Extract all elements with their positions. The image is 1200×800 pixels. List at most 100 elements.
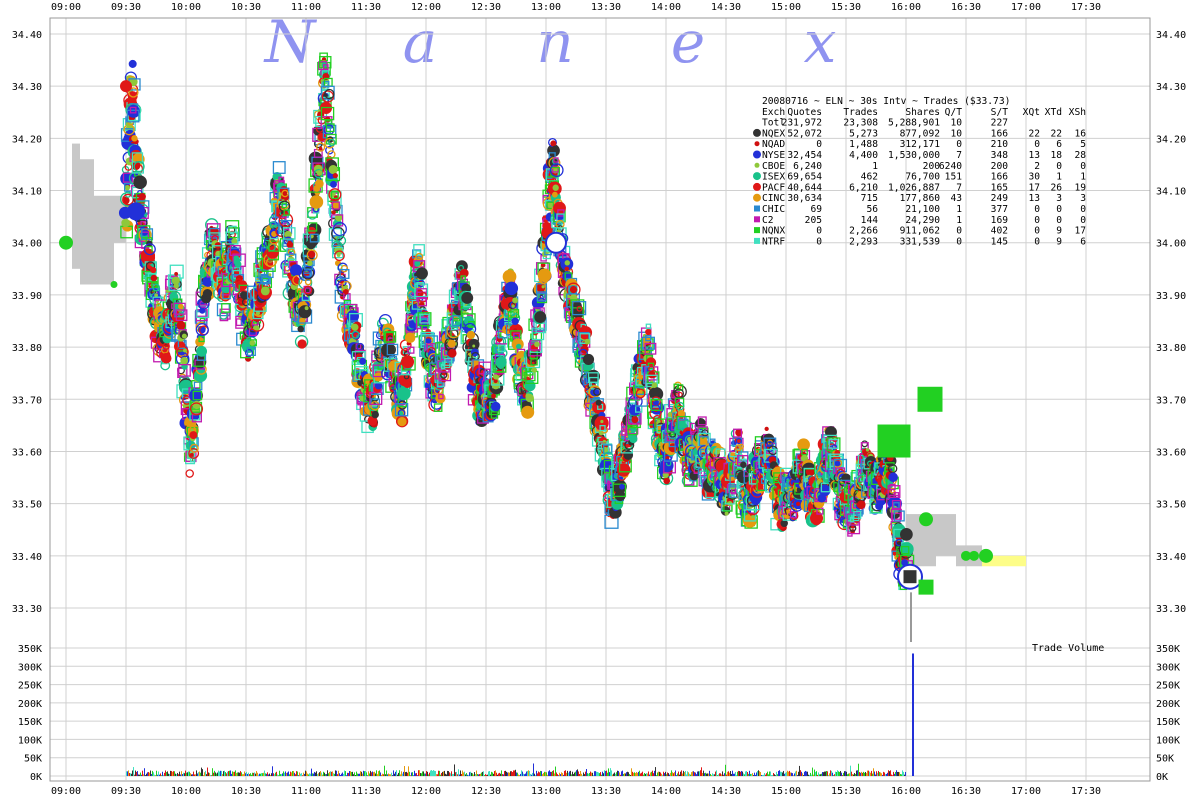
special-marker [545, 231, 567, 254]
volume-bar [393, 770, 394, 776]
volume-bar [557, 774, 558, 776]
volume-bar [505, 770, 506, 776]
volume-bar [152, 770, 153, 776]
trade-marker [169, 291, 182, 303]
volume-bar [129, 772, 130, 776]
trade-marker [304, 306, 309, 311]
trade-marker [631, 416, 639, 424]
volume-bar [324, 772, 325, 776]
volume-bar [229, 770, 230, 776]
watermark-letter: x [804, 8, 837, 76]
volume-bar [225, 772, 226, 776]
trade-marker [404, 332, 416, 344]
volume-bar [264, 770, 265, 776]
volume-bar [599, 773, 600, 776]
trade-marker [176, 320, 186, 330]
volume-bar [649, 774, 650, 776]
volume-bar [138, 774, 139, 776]
trade-marker [525, 393, 534, 403]
trade-marker [676, 384, 684, 391]
volume-bar [501, 770, 502, 776]
volume-bar [547, 774, 548, 776]
trade-marker [644, 342, 657, 355]
volume-bar [244, 771, 245, 776]
volume-panel: Trade Volume [126, 592, 1104, 776]
volume-bar [650, 772, 651, 776]
volume-bar [404, 766, 405, 776]
trade-marker [331, 201, 340, 210]
volume-bar [299, 772, 300, 776]
volume-bar [384, 765, 385, 776]
volume-tick-label: 350K [18, 644, 42, 655]
trade-marker [419, 313, 430, 324]
volume-bar [285, 771, 286, 776]
volume-bar [142, 770, 143, 776]
trade-marker [627, 425, 638, 436]
trade-marker [335, 213, 343, 222]
trade-marker [129, 106, 137, 114]
volume-bar [640, 773, 641, 776]
volume-bar [304, 773, 305, 776]
volume-bar [230, 770, 231, 776]
volume-bar [227, 771, 228, 776]
trade-marker [674, 397, 685, 408]
trade-marker [536, 291, 547, 302]
volume-bar [520, 773, 521, 776]
volume-bar [288, 771, 289, 776]
trade-marker [286, 241, 294, 249]
volume-bar [241, 772, 242, 776]
volume-bar [171, 771, 172, 776]
price-tick-label: 33.30 [1156, 604, 1186, 615]
price-tick-label: 34.00 [12, 239, 42, 250]
volume-bar [580, 770, 581, 776]
volume-bar [308, 774, 309, 776]
trade-marker [122, 172, 134, 183]
volume-bar [141, 774, 142, 776]
trade-marker [174, 271, 179, 276]
trade-marker [645, 323, 652, 330]
volume-bar [325, 774, 326, 776]
trade-marker [141, 228, 154, 241]
trade-marker [764, 426, 769, 432]
volume-bar [497, 774, 498, 776]
time-tick-label: 13:00 [531, 2, 561, 13]
time-tick-label: 12:00 [411, 786, 441, 797]
volume-bar [645, 773, 646, 776]
trade-marker [524, 380, 536, 392]
volume-bar [485, 774, 486, 776]
time-axis-top: 09:00 09:30 10:00 10:30 11:00 11:30 12:00 12:30… [51, 2, 1101, 13]
volume-tick-label: 150K [18, 717, 42, 728]
volume-bar [408, 766, 409, 776]
trade-marker [336, 253, 341, 257]
trade-marker [359, 357, 367, 365]
volume-bar [289, 774, 290, 776]
volume-bar [406, 771, 407, 776]
volume-bar [576, 770, 577, 776]
time-tick-label: 14:30 [711, 2, 741, 13]
volume-bar [516, 772, 517, 776]
volume-bar [213, 772, 214, 776]
trade-marker [645, 328, 652, 336]
volume-bar [330, 771, 331, 776]
trade-marker [297, 325, 304, 333]
volume-bar [253, 772, 254, 776]
trade-marker [328, 188, 342, 202]
volume-bar [604, 770, 605, 776]
volume-bar [648, 771, 649, 776]
trade-marker [328, 138, 336, 147]
trade-marker [244, 348, 254, 357]
volume-bar [193, 771, 194, 776]
volume-bar [482, 771, 483, 776]
volume-bar [493, 773, 494, 776]
volume-bar [247, 773, 248, 776]
volume-bar [127, 771, 128, 776]
trade-marker [284, 230, 292, 239]
volume-bar [367, 775, 368, 776]
special-marker [969, 550, 979, 561]
trade-marker [336, 235, 347, 246]
volume-bar [154, 774, 155, 776]
time-tick-label: 15:30 [831, 2, 861, 13]
special-markers [59, 80, 993, 595]
volume-bar [522, 771, 523, 776]
volume-bar [148, 772, 149, 776]
